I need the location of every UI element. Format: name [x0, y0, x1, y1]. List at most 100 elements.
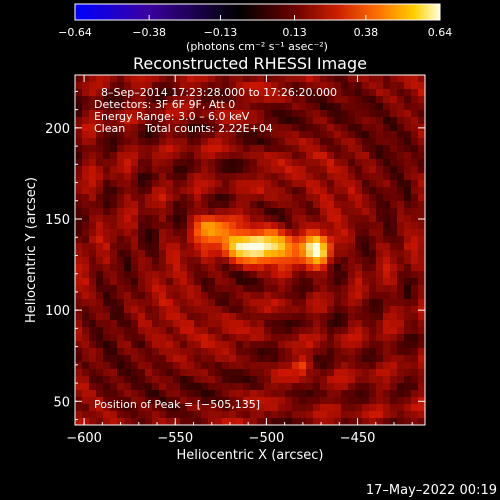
heatmap-cell: [138, 355, 146, 363]
heatmap-cell: [341, 334, 349, 342]
heatmap-cell: [194, 383, 202, 391]
heatmap-cell: [299, 243, 307, 251]
heatmap-cell: [278, 222, 286, 230]
heatmap-cell: [117, 397, 125, 405]
heatmap-cell: [131, 362, 139, 370]
heatmap-cell: [110, 411, 118, 419]
heatmap-cell: [173, 285, 181, 293]
heatmap-cell: [348, 103, 356, 111]
heatmap-cell: [264, 96, 272, 104]
heatmap-cell: [299, 327, 307, 335]
heatmap-cell: [173, 201, 181, 209]
heatmap-cell: [369, 243, 377, 251]
heatmap-cell: [103, 264, 111, 272]
heatmap-cell: [348, 264, 356, 272]
heatmap-cell: [145, 341, 153, 349]
heatmap-cell: [292, 376, 300, 384]
heatmap-cell: [138, 82, 146, 90]
heatmap-cell: [236, 222, 244, 230]
heatmap-cell: [285, 166, 293, 174]
heatmap-cell: [411, 180, 419, 188]
heatmap-cell: [397, 138, 405, 146]
heatmap-cell: [180, 243, 188, 251]
heatmap-cell: [215, 271, 223, 279]
heatmap-cell: [404, 201, 412, 209]
heatmap-cell: [194, 355, 202, 363]
heatmap-cell: [376, 131, 384, 139]
heatmap-cell: [348, 299, 356, 307]
heatmap-cell: [369, 82, 377, 90]
heatmap-cell: [348, 278, 356, 286]
heatmap-cell: [124, 145, 132, 153]
heatmap-cell: [103, 173, 111, 181]
heatmap-cell: [194, 376, 202, 384]
heatmap-cell: [383, 152, 391, 160]
heatmap-cell: [362, 355, 370, 363]
heatmap-cell: [82, 306, 90, 314]
heatmap-cell: [131, 383, 139, 391]
heatmap-cell: [110, 418, 118, 426]
heatmap-cell: [82, 89, 90, 97]
heatmap-cell: [103, 229, 111, 237]
heatmap-cell: [257, 173, 265, 181]
heatmap-cell: [166, 271, 174, 279]
heatmap-cell: [124, 271, 132, 279]
heatmap-cell: [152, 159, 160, 167]
heatmap-cell: [418, 243, 426, 251]
heatmap-cell: [418, 299, 426, 307]
heatmap-cell: [334, 313, 342, 321]
heatmap-cell: [103, 103, 111, 111]
heatmap-cell: [243, 404, 251, 412]
heatmap-cell: [215, 257, 223, 265]
heatmap-cell: [397, 327, 405, 335]
heatmap-cell: [320, 411, 328, 419]
heatmap-cell: [334, 159, 342, 167]
heatmap-cell: [173, 166, 181, 174]
heatmap-cell: [348, 320, 356, 328]
heatmap-cell: [411, 278, 419, 286]
heatmap-cell: [278, 110, 286, 118]
heatmap-cell: [271, 418, 279, 426]
heatmap-cell: [208, 369, 216, 377]
heatmap-cell: [271, 411, 279, 419]
heatmap-cell: [383, 348, 391, 356]
heatmap-cell: [82, 299, 90, 307]
heatmap-cell: [145, 376, 153, 384]
heatmap-cell: [362, 320, 370, 328]
heatmap-cell: [159, 264, 167, 272]
heatmap-cell: [131, 236, 139, 244]
heatmap-cell: [180, 173, 188, 181]
heatmap-cell: [159, 145, 167, 153]
heatmap-cell: [166, 124, 174, 132]
heatmap-cell: [236, 264, 244, 272]
heatmap-cell: [306, 222, 314, 230]
heatmap-cell: [320, 236, 328, 244]
heatmap-cell: [285, 82, 293, 90]
heatmap-cell: [404, 320, 412, 328]
heatmap-cell: [96, 194, 104, 202]
heatmap-cell: [278, 229, 286, 237]
heatmap-cell: [341, 320, 349, 328]
heatmap-cell: [222, 117, 230, 125]
heatmap-cell: [390, 348, 398, 356]
heatmap-cell: [369, 96, 377, 104]
heatmap-cell: [362, 75, 370, 83]
heatmap-cell: [110, 285, 118, 293]
heatmap-cell: [278, 313, 286, 321]
heatmap-cell: [117, 278, 125, 286]
heatmap-cell: [264, 341, 272, 349]
heatmap-cell: [271, 110, 279, 118]
heatmap-cell: [236, 271, 244, 279]
heatmap-cell: [208, 236, 216, 244]
heatmap-cell: [348, 75, 356, 83]
heatmap-cell: [271, 96, 279, 104]
heatmap-cell: [187, 201, 195, 209]
heatmap-cell: [257, 124, 265, 132]
heatmap-cell: [110, 124, 118, 132]
heatmap-cell: [320, 299, 328, 307]
heatmap-cell: [390, 222, 398, 230]
heatmap-cell: [250, 103, 258, 111]
heatmap-cell: [131, 117, 139, 125]
heatmap-cell: [299, 320, 307, 328]
heatmap-cell: [229, 110, 237, 118]
